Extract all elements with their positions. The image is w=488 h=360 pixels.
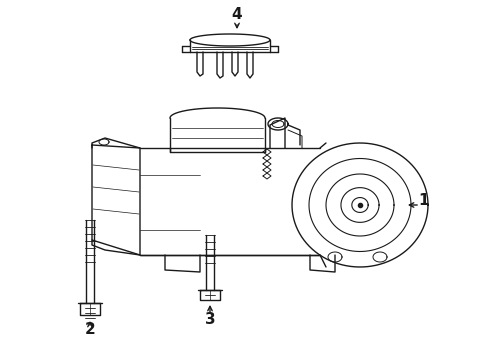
Text: 3: 3: [204, 312, 215, 328]
Text: 2: 2: [84, 323, 95, 338]
Text: 4: 4: [231, 6, 242, 22]
Text: 1: 1: [418, 193, 428, 207]
